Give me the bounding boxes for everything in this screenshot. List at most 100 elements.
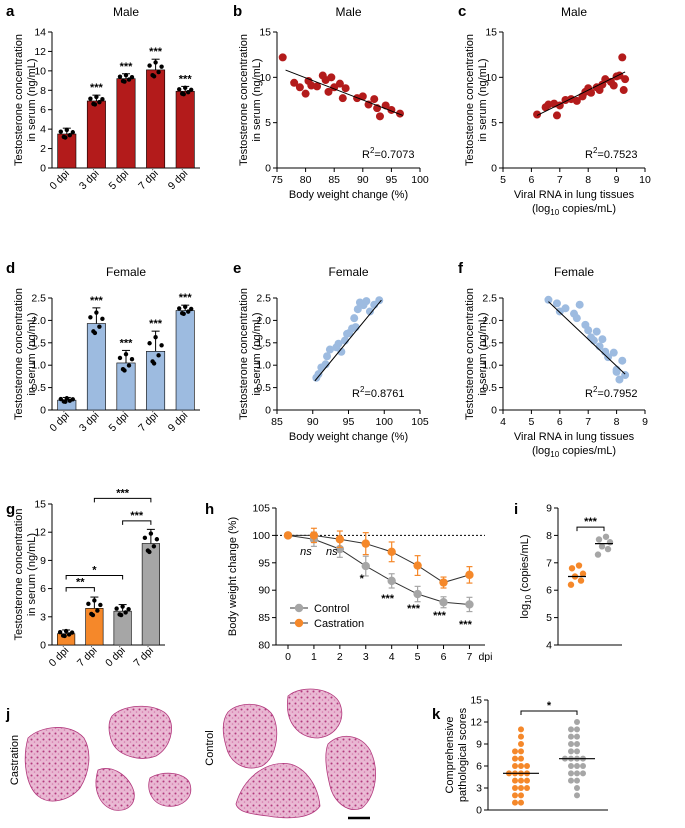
data-dot xyxy=(151,74,157,79)
data-dot xyxy=(148,531,154,536)
y-tick-label: 1.5 xyxy=(256,337,271,349)
data-dot xyxy=(88,96,93,101)
data-dot xyxy=(122,368,127,373)
y-axis-title-line2: in serum (ng/mL) xyxy=(26,312,38,395)
data-point xyxy=(518,733,524,740)
significance-label: *** xyxy=(179,292,193,304)
y-tick-label: 6 xyxy=(40,104,46,116)
data-point xyxy=(584,326,593,335)
r-squared-label: R2=0.7523 xyxy=(585,146,637,161)
data-point xyxy=(561,304,570,313)
x-category-label: 7 dpi xyxy=(75,645,100,670)
y-tick-label: 0 xyxy=(491,163,497,175)
data-point xyxy=(335,79,344,88)
data-point xyxy=(512,755,518,762)
x-tick-label: 90 xyxy=(357,174,369,186)
series-point xyxy=(283,531,293,540)
r-value: =0.8761 xyxy=(364,388,404,400)
data-point xyxy=(606,539,614,546)
data-dot xyxy=(151,361,157,366)
data-point xyxy=(568,726,574,733)
x-tick-label: 6 xyxy=(557,416,563,428)
y-axis-title: Testosterone concentrationin serum (ng/m… xyxy=(13,508,38,640)
x-category-label: 0 dpi xyxy=(103,645,128,670)
data-dot xyxy=(98,602,103,608)
panel-j-lung-histology: Castration Control xyxy=(9,688,376,820)
data-point xyxy=(512,777,518,784)
series-point xyxy=(413,589,422,599)
x-category-label: 7 dpi xyxy=(136,410,161,435)
y-axis-title: log10 (copies/mL) xyxy=(519,534,533,618)
comparison-bracket xyxy=(122,520,152,525)
x-tick-label: 5 xyxy=(528,416,534,428)
r-value: =0.7523 xyxy=(597,149,637,161)
y-tick-label: 15 xyxy=(485,27,497,39)
data-dot xyxy=(94,310,99,315)
data-point xyxy=(619,86,628,95)
data-point xyxy=(518,792,524,799)
data-point xyxy=(518,799,524,806)
y-tick-label: 12 xyxy=(34,527,46,539)
data-point xyxy=(574,770,580,777)
data-dot xyxy=(117,355,123,361)
y-tick-label: 8 xyxy=(546,530,552,542)
tissue-section xyxy=(95,768,135,811)
x-axis-title-line2: (log10 copies/mL) xyxy=(532,445,616,459)
data-dot xyxy=(70,397,76,402)
chart-title: Female xyxy=(106,265,146,279)
data-point xyxy=(574,719,580,725)
data-point xyxy=(334,339,343,348)
regression-line xyxy=(536,71,626,116)
series-point xyxy=(309,531,319,540)
data-point xyxy=(577,577,585,584)
data-point xyxy=(327,73,336,82)
y-axis-title: Testosterone concentrationin serum (ng/m… xyxy=(238,288,263,420)
y-axis-title-line1: Comprehensive xyxy=(444,716,456,793)
data-point xyxy=(524,763,530,769)
y-tick-label: 100 xyxy=(252,530,270,542)
y-axis-title: Body weight change (%) xyxy=(227,517,239,636)
x-axis-log: (log xyxy=(532,203,550,215)
y-tick-label: 2.5 xyxy=(482,293,497,305)
data-point xyxy=(325,345,334,354)
data-point xyxy=(512,763,518,769)
regression-line xyxy=(314,299,382,382)
y-tick-label: 1.5 xyxy=(482,337,497,349)
y-tick-label: 2.5 xyxy=(31,293,46,305)
series-point xyxy=(361,561,370,571)
comparison-label: * xyxy=(92,564,97,576)
series-point xyxy=(439,598,448,607)
significance-label: *** xyxy=(120,337,134,349)
data-point xyxy=(595,536,603,543)
y-tick-label: 6 xyxy=(40,583,46,595)
x-tick-label: 85 xyxy=(328,174,340,186)
x-tick-label: 5 xyxy=(500,174,506,186)
data-point xyxy=(568,741,574,747)
x-tick-label: 4 xyxy=(500,416,506,428)
y-tick-label: 1.0 xyxy=(256,360,271,372)
x-tick-label: 9 xyxy=(642,416,648,428)
y-tick-label: 0 xyxy=(265,405,271,417)
x-axis-subscript: 10 xyxy=(550,450,559,459)
data-point xyxy=(575,562,583,569)
x-tick-label: 90 xyxy=(307,416,319,428)
data-point xyxy=(621,75,630,84)
x-tick-label: 2 xyxy=(337,651,343,663)
bar xyxy=(141,543,160,646)
r-squared-label: R2=0.8761 xyxy=(352,385,404,400)
data-point xyxy=(518,763,524,769)
y-tick-label: 12 xyxy=(470,717,482,729)
y-tick-label: 5 xyxy=(546,612,552,624)
x-unit-label: dpi xyxy=(478,651,492,663)
data-point xyxy=(512,799,518,806)
data-point xyxy=(615,375,624,384)
comparison-bracket xyxy=(576,526,605,532)
data-point xyxy=(574,785,580,791)
comparison-label: ** xyxy=(76,577,85,589)
data-point xyxy=(604,545,612,553)
y-axis-title-line2: in serum (ng/mL) xyxy=(477,58,489,141)
data-dot xyxy=(126,77,132,82)
x-tick-label: 100 xyxy=(411,174,429,186)
data-dot xyxy=(95,608,100,613)
data-dot xyxy=(142,535,148,541)
